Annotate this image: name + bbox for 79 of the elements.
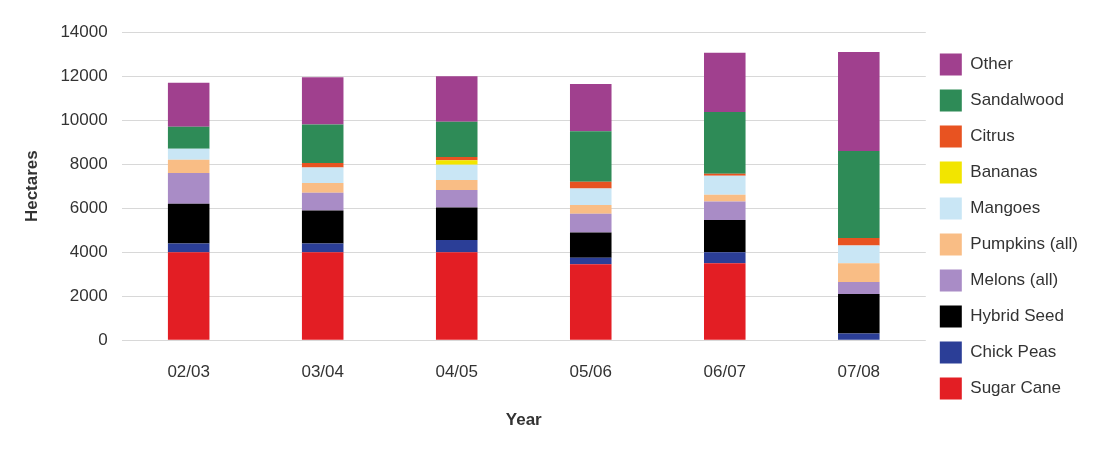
bar: [167, 252, 210, 340]
bar: [838, 237, 880, 246]
y-tick-label: 12000: [60, 65, 108, 85]
y-tick-label: 4000: [69, 241, 108, 261]
legend-label: Sugar Cane: [970, 378, 1062, 398]
y-tick-label: 8000: [69, 153, 108, 173]
y-tick-label: 0: [98, 329, 108, 349]
x-tick-label: 05/06: [569, 362, 613, 382]
bar: [167, 148, 210, 160]
legend-label: Bananas: [970, 162, 1038, 182]
bar: [569, 131, 612, 182]
x-tick-label: 04/05: [435, 362, 478, 382]
bar: [704, 52, 746, 113]
legend-label: Other: [970, 54, 1014, 74]
bar: [569, 257, 612, 265]
bar: [435, 207, 478, 241]
y-tick-label: 14000: [60, 21, 108, 41]
bar: [435, 180, 478, 190]
x-tick-label: 07/08: [837, 362, 881, 382]
bar: [704, 252, 746, 264]
bar: [569, 181, 612, 189]
y-tick-label: 2000: [69, 285, 108, 305]
bar: [301, 192, 344, 211]
bar: [569, 213, 612, 233]
bar: [838, 151, 880, 238]
bar: [704, 175, 746, 195]
bar: [301, 167, 344, 183]
y-tick-label: 10000: [60, 109, 108, 129]
legend-label: Melons (all): [970, 270, 1059, 290]
x-tick-label: 03/04: [301, 362, 344, 382]
bar: [167, 126, 210, 149]
bar: [838, 263, 880, 282]
bar: [704, 112, 746, 174]
legend-label: Citrus: [970, 126, 1015, 146]
bar: [167, 203, 210, 244]
x-axis-title: Year: [505, 410, 543, 430]
bar: [301, 210, 344, 244]
x-tick-label: 06/07: [703, 362, 747, 382]
bar: [838, 294, 880, 334]
y-tick-label: 6000: [69, 197, 108, 217]
bar: [435, 160, 478, 165]
bar: [704, 194, 746, 202]
bar: [569, 83, 612, 132]
bar: [838, 281, 880, 294]
bar: [167, 173, 210, 204]
bar: [301, 124, 344, 164]
bar: [838, 333, 880, 340]
bar: [569, 204, 612, 214]
bar: [569, 264, 612, 340]
legend-label: Mangoes: [970, 198, 1041, 218]
bar: [435, 240, 478, 253]
x-tick-label: 02/03: [167, 362, 210, 382]
bar: [301, 243, 344, 253]
bar: [569, 232, 612, 258]
bar: [838, 52, 880, 151]
bar: [435, 156, 478, 161]
bar: [569, 188, 612, 205]
y-axis-title: Hectares: [21, 150, 41, 223]
legend-label: Pumpkins (all): [970, 234, 1079, 254]
bar: [301, 252, 344, 340]
bar: [435, 76, 478, 122]
bar: [167, 243, 210, 253]
bar: [301, 182, 344, 193]
bar: [704, 201, 746, 221]
bar: [838, 245, 880, 264]
bar: [435, 121, 478, 157]
bar: [704, 263, 746, 340]
bar: [704, 173, 746, 176]
bar: [435, 189, 478, 208]
bar: [301, 77, 344, 125]
bar: [167, 159, 210, 173]
legend-label: Chick Peas: [970, 342, 1057, 362]
legend-label: Sandalwood: [970, 90, 1064, 110]
bar: [435, 252, 478, 340]
bar: [301, 163, 344, 168]
bar: [704, 220, 746, 253]
legend-label: Hybrid Seed: [970, 306, 1064, 326]
bar: [167, 82, 210, 127]
bar: [435, 164, 478, 181]
